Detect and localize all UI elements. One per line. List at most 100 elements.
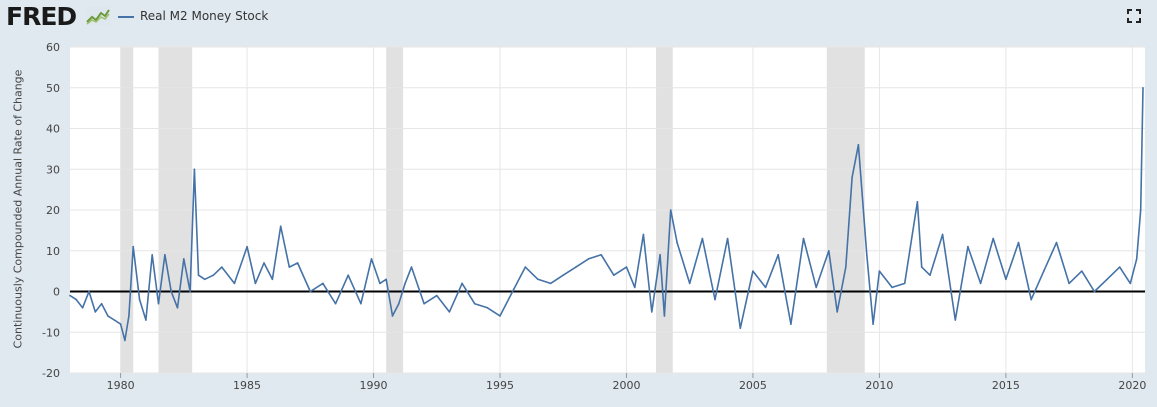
data-point xyxy=(1093,290,1096,293)
data-point xyxy=(473,302,476,305)
data-point xyxy=(138,298,141,301)
fred-chart-icon xyxy=(86,7,110,25)
legend-swatch xyxy=(118,16,134,18)
data-point xyxy=(220,266,223,268)
data-point xyxy=(857,144,860,146)
data-point xyxy=(233,282,236,285)
data-point xyxy=(642,233,645,236)
data-point xyxy=(296,262,299,264)
data-point xyxy=(916,201,919,203)
x-tick-label: 1985 xyxy=(233,379,261,392)
x-tick-label: 1980 xyxy=(107,379,135,392)
legend-label: Real M2 Money Stock xyxy=(140,9,269,23)
data-point xyxy=(189,290,191,293)
data-point xyxy=(391,315,394,317)
y-tick-label: 20 xyxy=(46,204,60,217)
data-point xyxy=(246,245,248,248)
y-tick-label: 0 xyxy=(53,286,60,299)
data-point xyxy=(1139,209,1142,211)
data-point xyxy=(790,323,792,325)
data-point xyxy=(370,258,373,260)
data-point xyxy=(941,233,944,236)
x-tick-label: 2005 xyxy=(739,379,767,392)
data-point xyxy=(75,298,78,301)
data-point xyxy=(113,319,116,321)
data-point xyxy=(263,262,265,264)
data-point xyxy=(124,339,126,342)
data-point xyxy=(587,258,590,260)
data-point xyxy=(448,311,451,313)
data-point xyxy=(511,290,514,293)
data-point xyxy=(212,274,215,277)
fred-logo[interactable]: FRED xyxy=(6,2,77,31)
y-tick-label: 40 xyxy=(46,123,60,136)
x-tick-label: 1990 xyxy=(360,379,388,392)
data-point xyxy=(88,290,90,293)
data-point xyxy=(423,302,425,305)
y-tick-label: -20 xyxy=(42,367,60,380)
data-point xyxy=(1030,298,1032,301)
x-tick-label: 2000 xyxy=(612,379,640,392)
data-point xyxy=(1080,270,1083,272)
data-point xyxy=(69,294,71,297)
data-point xyxy=(81,307,84,309)
data-point xyxy=(815,286,817,289)
data-point xyxy=(613,274,615,277)
data-point xyxy=(669,209,672,211)
data-point xyxy=(634,286,636,289)
data-point xyxy=(1106,278,1108,281)
data-point xyxy=(549,282,552,285)
data-point xyxy=(347,274,350,277)
data-point xyxy=(836,311,838,313)
data-point xyxy=(170,290,172,293)
data-point xyxy=(145,319,147,321)
data-point xyxy=(739,327,742,329)
data-point xyxy=(625,266,628,268)
data-point xyxy=(360,302,362,305)
y-tick-label: 50 xyxy=(46,82,60,95)
data-point xyxy=(461,282,463,285)
data-point xyxy=(777,254,780,256)
data-point xyxy=(752,270,754,272)
data-point xyxy=(676,241,678,244)
data-point xyxy=(322,282,324,285)
data-point xyxy=(954,319,957,321)
data-point xyxy=(254,282,257,285)
y-tick-label: 30 xyxy=(46,163,60,176)
data-point xyxy=(94,311,97,313)
x-tick-label: 2015 xyxy=(992,379,1020,392)
data-point xyxy=(334,302,337,305)
chart-header: FRED Real M2 Money Stock xyxy=(0,0,1157,34)
x-tick-label: 2010 xyxy=(865,379,893,392)
data-point xyxy=(183,258,185,260)
data-point xyxy=(659,254,661,256)
data-point xyxy=(499,315,501,317)
data-point xyxy=(844,266,847,268)
data-point xyxy=(279,225,282,228)
data-point xyxy=(1017,241,1020,244)
y-tick-label: -10 xyxy=(42,326,60,339)
data-point xyxy=(967,245,969,248)
expand-icon[interactable] xyxy=(1127,9,1141,23)
data-point xyxy=(891,286,893,289)
data-point xyxy=(1005,278,1007,281)
data-point xyxy=(486,307,489,309)
data-point xyxy=(288,266,291,268)
data-point xyxy=(992,237,995,240)
data-point xyxy=(435,294,438,297)
data-point xyxy=(176,307,179,309)
data-point xyxy=(379,282,381,285)
data-point xyxy=(903,282,906,285)
x-tick-label: 1995 xyxy=(486,379,514,392)
data-point xyxy=(128,315,130,317)
data-point xyxy=(100,302,103,305)
data-point xyxy=(1129,282,1132,285)
data-point xyxy=(1068,282,1070,285)
data-point xyxy=(1118,266,1121,268)
data-point xyxy=(828,249,830,252)
data-point xyxy=(872,323,874,325)
data-point xyxy=(524,266,527,268)
data-point xyxy=(701,237,704,240)
data-point xyxy=(726,237,729,240)
